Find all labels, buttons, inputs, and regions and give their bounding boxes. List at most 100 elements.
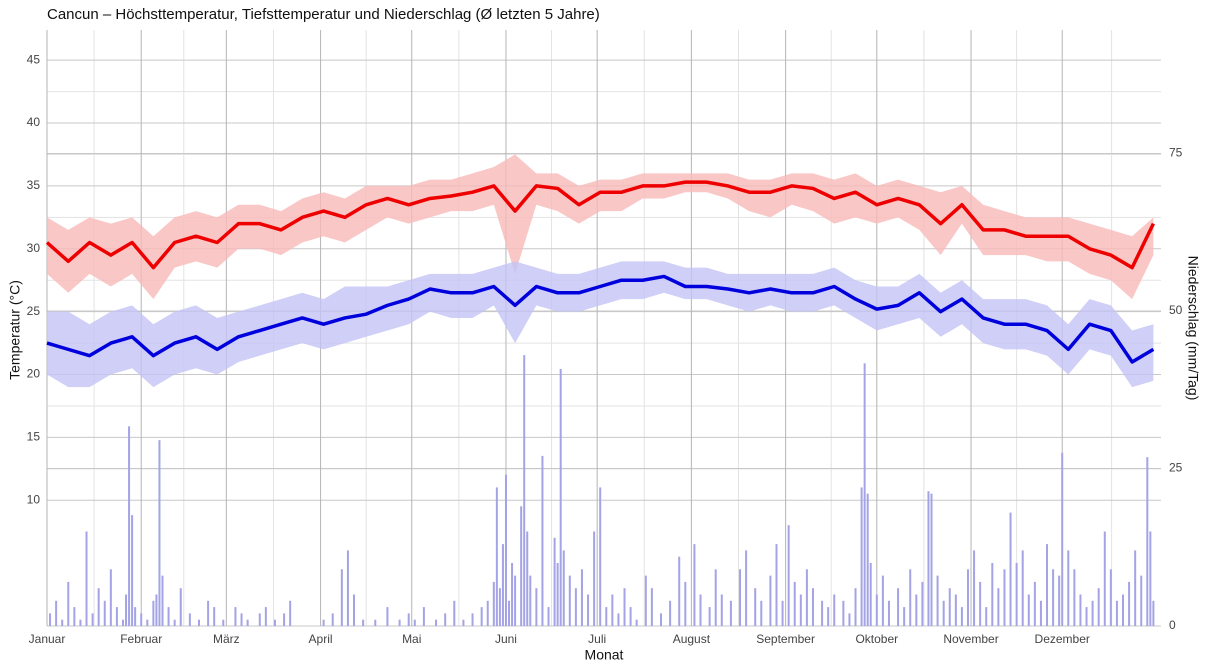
x-tick-label: Mai (402, 632, 421, 646)
precipitation-bar (213, 607, 216, 626)
precipitation-bar (644, 575, 647, 626)
precipitation-bar (91, 613, 94, 626)
precipitation-bar (1039, 600, 1042, 626)
precipitation-bar (739, 569, 742, 626)
precipitation-bar (997, 588, 1000, 626)
precipitation-bar (529, 575, 532, 626)
precipitation-bar (1079, 594, 1082, 626)
precipitation-bar (1033, 581, 1036, 626)
precipitation-bar (1046, 544, 1049, 626)
precipitation-bar (930, 493, 933, 626)
precipitation-bar (553, 537, 556, 626)
y-tick-label: 35 (27, 178, 41, 192)
precipitation-bar (729, 600, 732, 626)
precipitation-bar (109, 569, 112, 626)
precipitation-bar (1073, 569, 1076, 626)
precipitation-bar (498, 588, 501, 626)
x-tick-label: Juli (588, 632, 606, 646)
precipitation-bar (921, 581, 924, 626)
precipitation-bar (574, 588, 577, 626)
precipitation-bar (875, 594, 878, 626)
precipitation-bar (1152, 600, 1155, 626)
precipitation-bar (684, 581, 687, 626)
precipitation-bar (435, 619, 438, 626)
precipitation-bar (556, 562, 559, 626)
precipitation-bar (833, 594, 836, 626)
precipitation-bar (605, 607, 608, 626)
precipitation-bar (207, 600, 210, 626)
temperature-line (46, 274, 1155, 364)
precipitation-bar (915, 594, 918, 626)
precipitation-bar (848, 613, 851, 626)
precipitation-bar (495, 487, 498, 626)
precipitation-bar (173, 619, 176, 626)
y-tick-label: 25 (27, 304, 41, 318)
precipitation-bar (1128, 581, 1131, 626)
precipitation-bar (79, 619, 82, 626)
precipitation-bar (720, 594, 723, 626)
precipitation-bar (635, 619, 638, 626)
precipitation-bar (1009, 512, 1012, 626)
precipitation-bar (562, 550, 565, 626)
precipitation-bar (580, 569, 583, 626)
precipitation-bar (1027, 594, 1030, 626)
y-tick-label: 20 (27, 367, 41, 381)
precipitation-bar (504, 474, 507, 626)
precipitation-bar (331, 613, 334, 626)
precipitation-bar (128, 426, 131, 626)
precipitation-bar (1115, 600, 1118, 626)
precipitation-bar (745, 550, 748, 626)
precipitation-bar (152, 600, 155, 626)
precipitation-bar (346, 550, 349, 626)
precipitation-bar (821, 600, 824, 626)
precipitation-bar (115, 607, 118, 626)
precipitation-bar (787, 525, 790, 626)
precipitation-bar (511, 562, 514, 626)
precipitation-bar (444, 613, 447, 626)
precipitation-bar (1103, 531, 1106, 626)
precipitation-bar (1052, 569, 1055, 626)
precipitation-bar (322, 619, 325, 626)
precipitation-bar (523, 355, 526, 626)
precipitation-bar (85, 531, 88, 626)
y2-tick-label: 0 (1169, 618, 1176, 632)
precipitation-bar (462, 619, 465, 626)
range-band (47, 261, 1154, 388)
precipitation-bar (234, 607, 237, 626)
x-tick-label: November (943, 632, 998, 646)
precipitation-bar (131, 515, 134, 626)
precipitation-bar (155, 594, 158, 626)
precipitation-bar (973, 550, 976, 626)
precipitation-bar (936, 575, 939, 626)
precipitation-bar (881, 575, 884, 626)
x-axis-title: Monat (585, 647, 624, 663)
precipitation-bar (413, 619, 416, 626)
x-tick-label: August (673, 632, 711, 646)
precipitation-bar (453, 600, 456, 626)
precipitation-bar (240, 613, 243, 626)
precipitation-bar (179, 588, 182, 626)
y2-tick-label: 75 (1169, 146, 1183, 160)
precipitation-bar (1058, 575, 1061, 626)
precipitation-bar (188, 613, 191, 626)
precipitation-bar (352, 594, 355, 626)
x-tick-label: September (756, 632, 815, 646)
precipitation-bar (897, 588, 900, 626)
precipitation-bar (863, 363, 866, 626)
precipitation-bar (49, 613, 52, 626)
y-tick-label: 15 (27, 430, 41, 444)
precipitation-bar (258, 613, 261, 626)
precipitation-bar (492, 581, 495, 626)
precipitation-bar (611, 594, 614, 626)
y-axis-title: Temperatur (°C) (7, 280, 23, 380)
precipitation-bar (887, 600, 890, 626)
precipitation-bar (1122, 594, 1125, 626)
precipitation-bar (541, 455, 544, 626)
precipitation-bar (948, 588, 951, 626)
precipitation-bar (979, 581, 982, 626)
precipitation-bar (73, 607, 76, 626)
precipitation-bar (125, 594, 128, 626)
precipitation-bar (547, 607, 550, 626)
precipitation-bar (860, 487, 863, 626)
precipitation-bar (1021, 550, 1024, 626)
